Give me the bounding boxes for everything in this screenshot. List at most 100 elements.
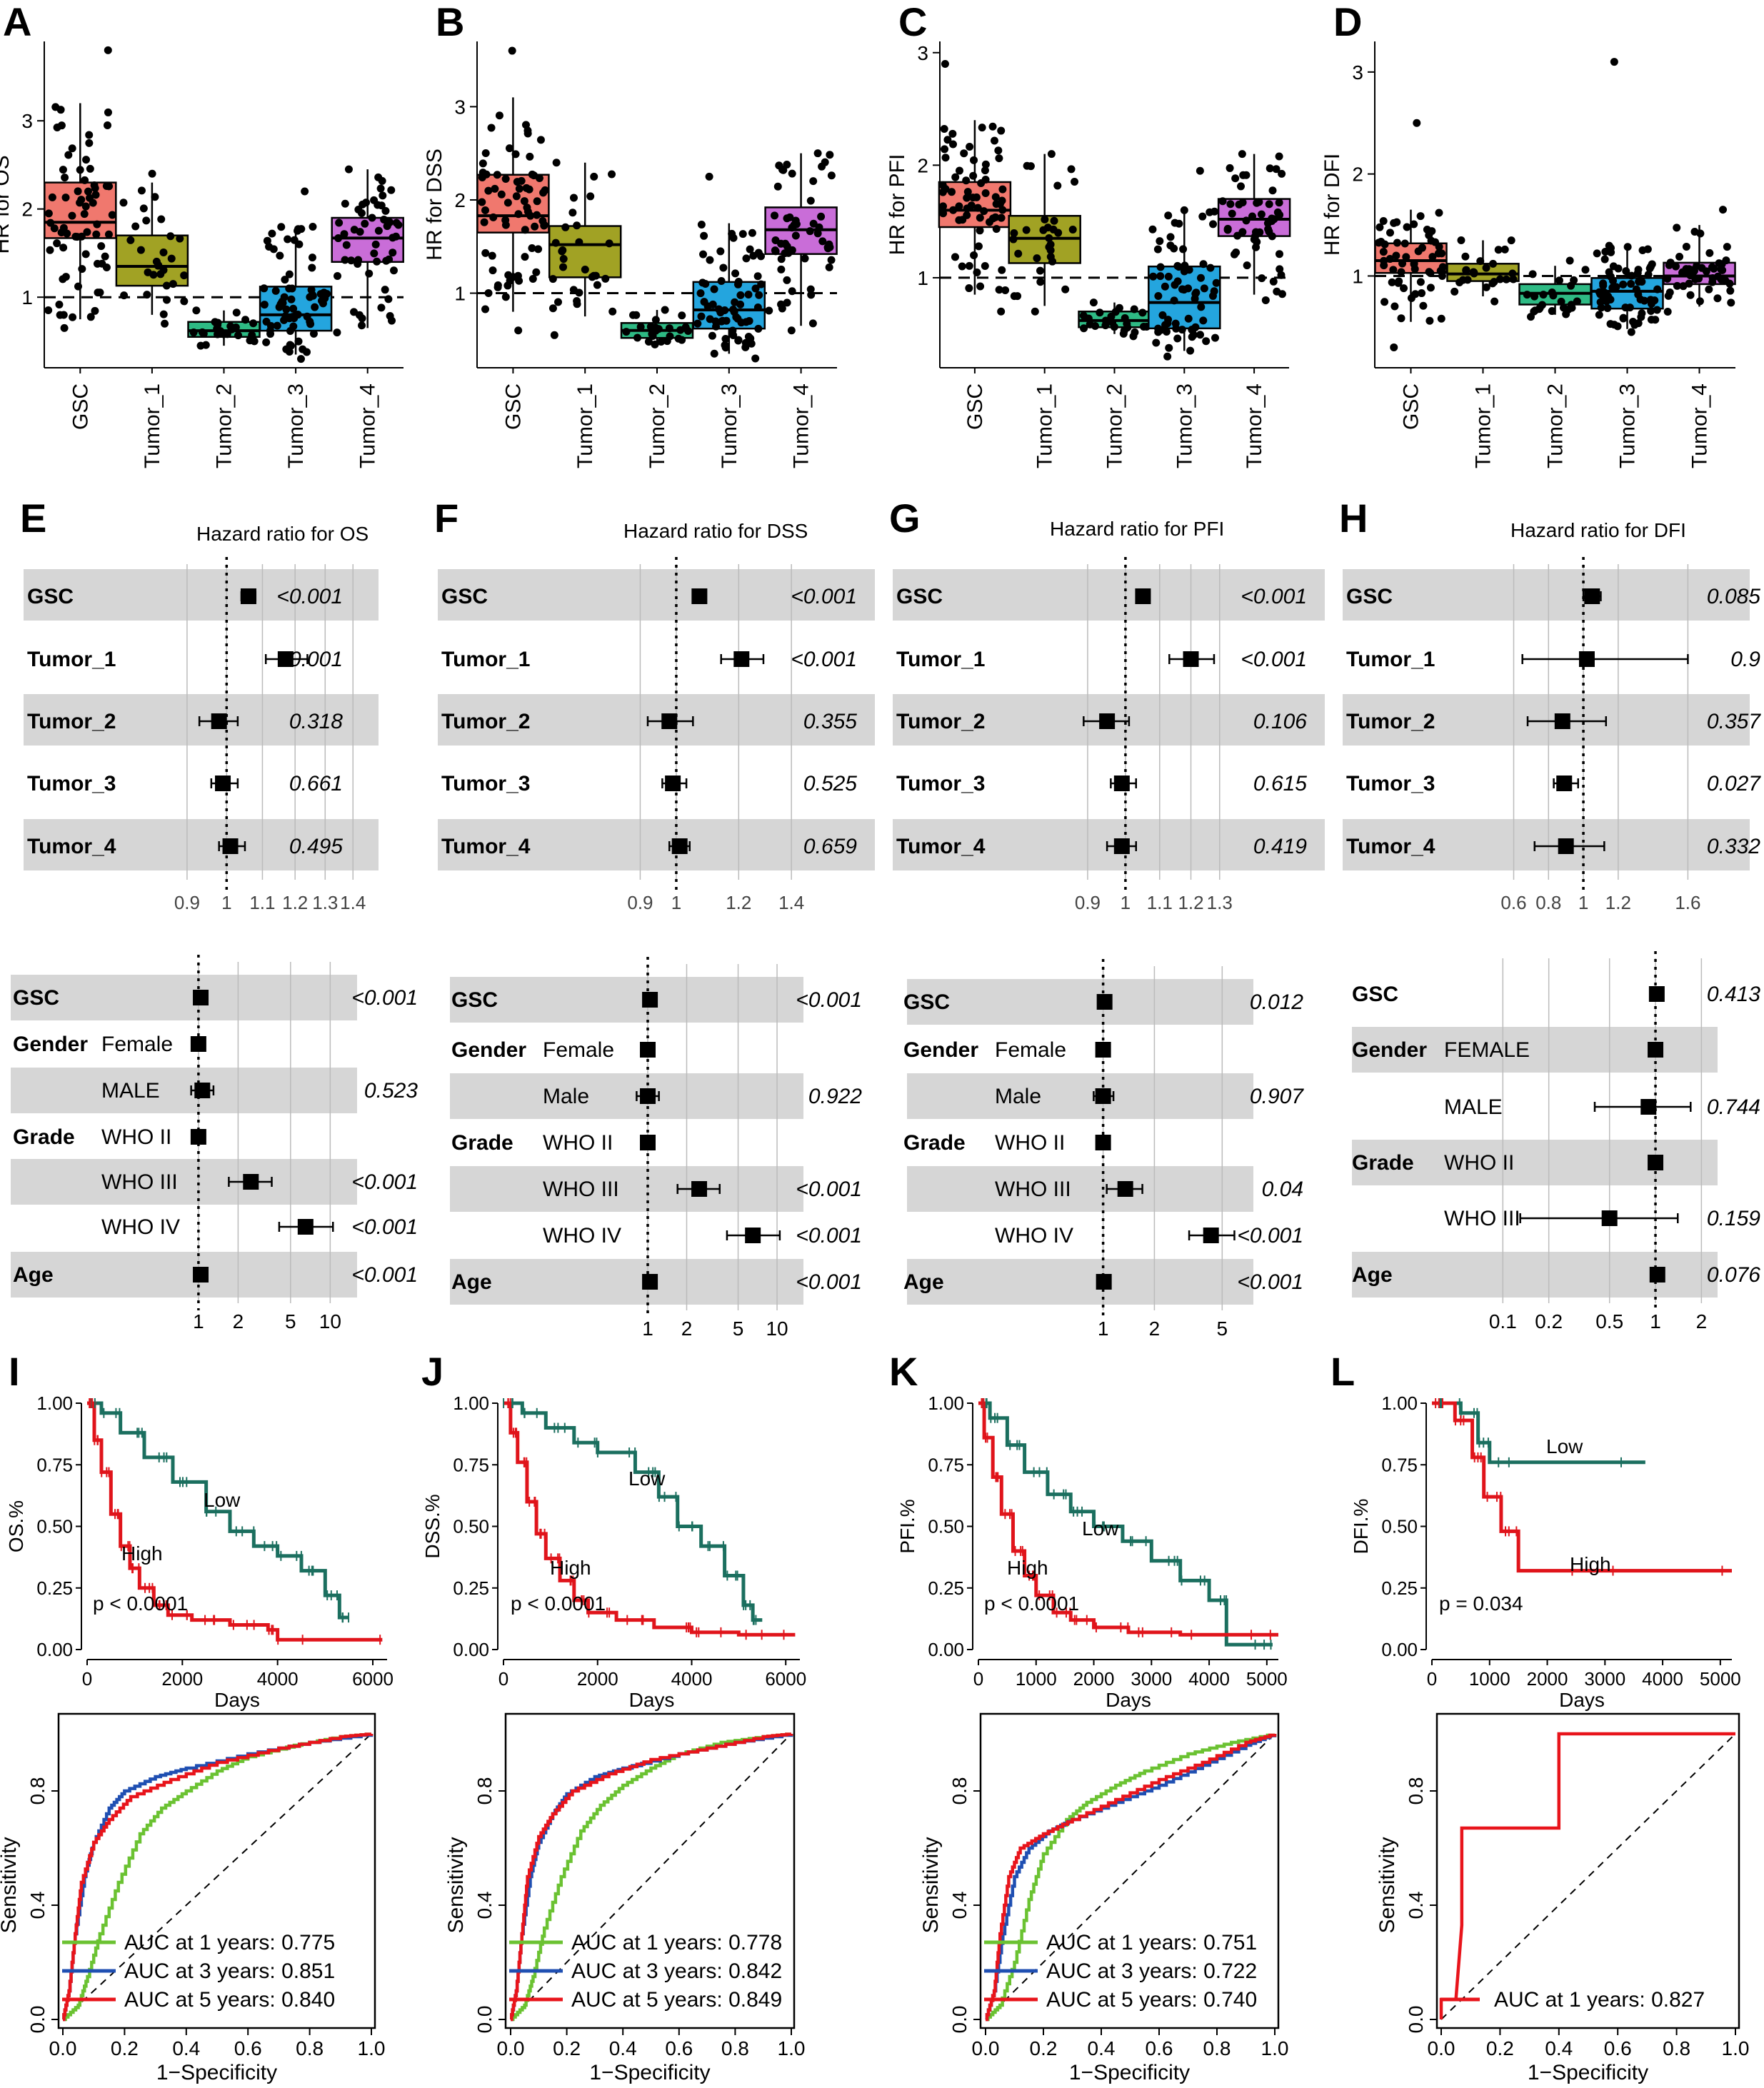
x-tick-label: 10	[319, 1310, 341, 1332]
x-tick-label: Tumor_2	[1544, 383, 1568, 468]
x-tick-label: Tumor_4	[1688, 383, 1712, 468]
y-axis-label: DFI.%	[1350, 1499, 1372, 1555]
data-point	[1426, 283, 1435, 292]
data-point	[1426, 269, 1435, 278]
data-point	[1115, 303, 1123, 312]
diagonal-line	[1440, 1733, 1736, 2020]
data-point	[333, 328, 341, 337]
x-tick-label: 0.0	[49, 2037, 77, 2059]
data-point	[551, 239, 560, 247]
data-point	[721, 335, 730, 343]
x-tick-label: 1000	[1469, 1668, 1510, 1690]
x-axis-label: Days	[214, 1689, 260, 1711]
data-point	[970, 251, 978, 259]
data-point	[554, 298, 563, 306]
data-point	[749, 251, 758, 260]
boxplot-panel-b: B 1 2 3 HR for DSS GSC Tumor_1 Tumor_2 Tumor_3 Tu…	[423, 0, 838, 468]
data-point	[1573, 297, 1581, 306]
data-point	[515, 276, 523, 285]
data-point	[995, 154, 1003, 163]
point-estimate	[1113, 838, 1130, 854]
data-point	[751, 284, 760, 293]
data-point	[1211, 207, 1219, 216]
data-point	[1705, 285, 1713, 293]
data-point	[504, 271, 513, 279]
data-point	[61, 174, 69, 182]
data-point	[955, 216, 963, 224]
data-point	[266, 330, 275, 338]
y-tick-label: 2	[1352, 164, 1363, 186]
data-point	[299, 345, 307, 353]
row-band	[907, 1166, 1253, 1212]
data-point	[1675, 252, 1684, 261]
data-point	[1653, 285, 1662, 293]
data-point	[1691, 275, 1700, 283]
data-point	[93, 220, 101, 229]
x-axis-label: 1−Specificity	[1069, 2061, 1190, 2084]
data-point	[309, 222, 317, 231]
data-point	[1071, 177, 1079, 186]
data-point	[1502, 275, 1510, 283]
data-point	[534, 245, 543, 254]
data-point	[373, 257, 381, 266]
data-point	[341, 199, 349, 208]
data-point	[1686, 291, 1695, 299]
x-tick-label: 0.4	[1088, 2037, 1116, 2059]
x-axis-label: Days	[629, 1689, 675, 1711]
x-axis-label: Days	[1106, 1689, 1151, 1711]
data-point	[282, 305, 291, 313]
row-band	[907, 1073, 1253, 1119]
data-point	[765, 306, 773, 315]
point-estimate	[661, 713, 678, 729]
data-point	[940, 125, 948, 134]
data-point	[1610, 321, 1618, 329]
point-estimate	[1584, 588, 1600, 604]
data-point	[1061, 285, 1070, 293]
data-point	[586, 192, 595, 201]
y-tick-label: 0.00	[36, 1639, 73, 1660]
data-point	[249, 319, 258, 328]
row-level-label: WHO IV	[543, 1224, 621, 1248]
data-point	[632, 311, 641, 319]
data-point	[753, 303, 762, 311]
data-point	[808, 319, 817, 328]
data-point	[1218, 197, 1227, 206]
y-tick-label: 0.0	[948, 2006, 971, 2034]
data-point	[192, 306, 201, 315]
data-point	[1489, 259, 1498, 268]
data-point	[1461, 252, 1470, 261]
data-point	[359, 200, 367, 209]
data-point	[1410, 220, 1418, 229]
x-tick-label: 0.8	[1535, 892, 1561, 913]
row-band	[24, 569, 379, 621]
data-point	[778, 304, 786, 313]
data-point	[1482, 263, 1490, 272]
data-point	[335, 219, 344, 227]
y-axis-label: Sensitivity	[1375, 1837, 1399, 1933]
data-point	[341, 256, 349, 264]
data-point	[1713, 294, 1722, 303]
data-point	[1623, 243, 1632, 251]
y-tick-label: 0.0	[26, 2006, 49, 2034]
data-point	[126, 236, 135, 244]
p-value: <0.001	[1241, 648, 1307, 671]
data-point	[104, 230, 113, 239]
data-point	[1428, 227, 1436, 236]
data-point	[717, 317, 726, 326]
data-point	[1192, 288, 1201, 297]
data-point	[1270, 215, 1278, 224]
data-point	[1152, 338, 1161, 347]
x-tick-label: 1.1	[249, 892, 275, 913]
data-point	[57, 121, 66, 130]
data-point	[783, 276, 791, 284]
y-axis-label: HR for PFI	[886, 154, 909, 256]
data-point	[663, 337, 671, 346]
data-point	[167, 254, 176, 263]
data-point	[678, 336, 686, 344]
data-point	[1173, 334, 1182, 343]
data-point	[143, 291, 151, 299]
data-point	[316, 290, 325, 298]
x-tick-label: Tumor_4	[356, 383, 380, 468]
data-point	[721, 343, 730, 352]
data-point	[478, 198, 486, 206]
